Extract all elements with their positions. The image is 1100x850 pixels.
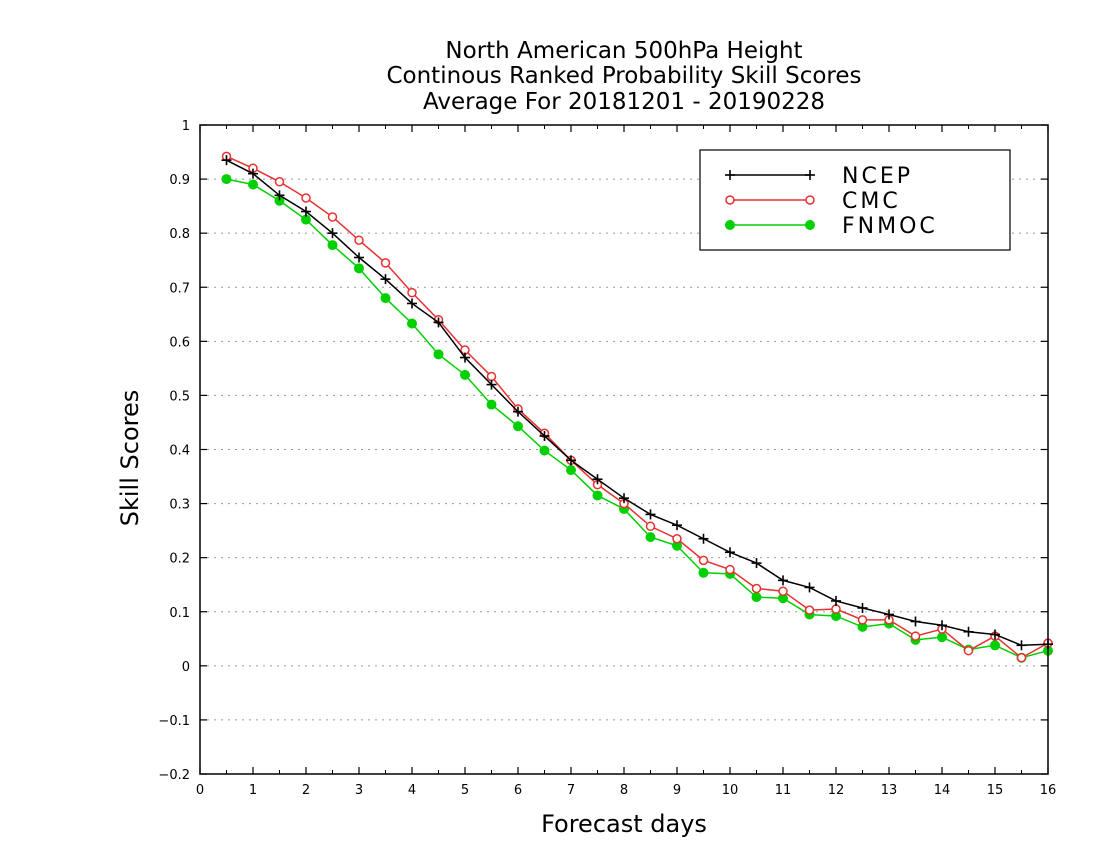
fnmoc-point — [566, 465, 576, 476]
y-tick-label: 0.1 — [169, 606, 190, 621]
chart-title-line-3: Average For 20181201 - 20190228 — [422, 89, 826, 115]
x-tick-label: 4 — [408, 783, 416, 798]
cmc-point — [354, 235, 364, 245]
fnmoc-point — [433, 349, 444, 360]
series-group — [221, 151, 1053, 663]
series-line-ncep — [226, 159, 1049, 647]
x-tick-label: 1 — [249, 783, 257, 798]
cmc-point — [725, 564, 735, 575]
legend-item-ncep: NCEP — [725, 164, 913, 189]
y-tick-label: 0.4 — [169, 444, 190, 459]
chart-title-line-2: Continous Ranked Probability Skill Score… — [386, 63, 862, 89]
gridlines — [200, 178, 1048, 721]
series-cmc — [221, 151, 1053, 663]
cmc-point — [698, 555, 709, 566]
series-ncep — [221, 155, 1053, 651]
cmc-point — [805, 195, 815, 205]
cmc-point — [725, 195, 735, 205]
y-tick-label: 0.3 — [169, 498, 190, 513]
x-tick-label: 2 — [302, 783, 310, 798]
y-axis-label: Skill Scores — [116, 389, 144, 527]
series-line-cmc — [226, 155, 1049, 659]
y-tick-label: 0.9 — [169, 173, 190, 188]
legend-label: FNMOC — [842, 214, 938, 239]
fnmoc-point — [354, 263, 364, 274]
y-tick-label: 0.2 — [169, 552, 190, 567]
fnmoc-point — [248, 179, 258, 190]
chart-title-line-1: North American 500hPa Height — [445, 38, 803, 64]
fnmoc-point — [698, 567, 709, 578]
cmc-point — [407, 287, 417, 298]
fnmoc-point — [805, 220, 815, 230]
x-tick-label: 3 — [355, 783, 363, 798]
y-tick-label: 0.8 — [169, 227, 190, 242]
plot-frame — [199, 124, 1049, 775]
fnmoc-point — [751, 592, 762, 603]
fnmoc-point — [539, 445, 550, 456]
cmc-point — [274, 177, 285, 187]
x-tick-label: 5 — [461, 783, 469, 798]
y-tick-label: 0.7 — [169, 281, 190, 296]
x-tick-label: 14 — [934, 783, 951, 798]
legend-label: CMC — [842, 189, 901, 214]
fnmoc-point — [937, 632, 947, 643]
x-tick-label: 8 — [620, 783, 628, 798]
y-tick-label: −0.1 — [158, 714, 190, 729]
fnmoc-point — [221, 174, 232, 185]
y-tick-label: 0.6 — [169, 335, 190, 350]
y-tick-label: 0.5 — [169, 389, 190, 404]
cmc-point — [486, 371, 497, 382]
cmc-point — [672, 533, 682, 544]
cmc-point — [380, 258, 391, 268]
fnmoc-point — [407, 318, 417, 329]
cmc-point — [327, 212, 338, 222]
fnmoc-point — [725, 220, 735, 230]
legend-item-fnmoc: FNMOC — [725, 214, 938, 239]
x-tick-label: 16 — [1040, 783, 1057, 798]
x-tick-label: 7 — [567, 783, 575, 798]
series-line-fnmoc — [226, 178, 1049, 659]
x-tick-label: 12 — [828, 783, 845, 798]
x-tick-label: 9 — [673, 783, 681, 798]
x-tick-label: 13 — [881, 783, 898, 798]
y-tick-label: 0 — [182, 660, 190, 675]
cmc-point — [751, 583, 762, 594]
y-tick-label: 1 — [182, 119, 190, 134]
x-tick-label: 11 — [775, 783, 792, 798]
fnmoc-point — [645, 532, 656, 543]
x-tick-label: 6 — [514, 783, 522, 798]
cmc-point — [857, 615, 868, 625]
legend-label: NCEP — [842, 164, 913, 189]
cmc-point — [1016, 652, 1027, 663]
fnmoc-point — [380, 293, 391, 304]
fnmoc-point — [513, 421, 523, 432]
cmc-point — [963, 645, 974, 656]
x-tick-label: 15 — [987, 783, 1004, 798]
y-tick-label: −0.2 — [158, 768, 190, 783]
cmc-point — [778, 586, 788, 596]
fnmoc-point — [990, 640, 1000, 651]
fnmoc-point — [460, 369, 470, 380]
cmc-point — [301, 193, 311, 203]
fnmoc-point — [592, 490, 603, 501]
cmc-point — [804, 605, 815, 615]
cmc-point — [645, 521, 656, 532]
x-tick-label: 0 — [196, 783, 204, 798]
legend-item-cmc: CMC — [725, 189, 901, 214]
fnmoc-point — [327, 240, 338, 251]
x-tick-label: 10 — [722, 783, 739, 798]
cmc-point — [910, 631, 921, 641]
cmc-point — [831, 604, 841, 614]
fnmoc-point — [486, 399, 497, 410]
x-axis-label: Forecast days — [541, 810, 707, 838]
